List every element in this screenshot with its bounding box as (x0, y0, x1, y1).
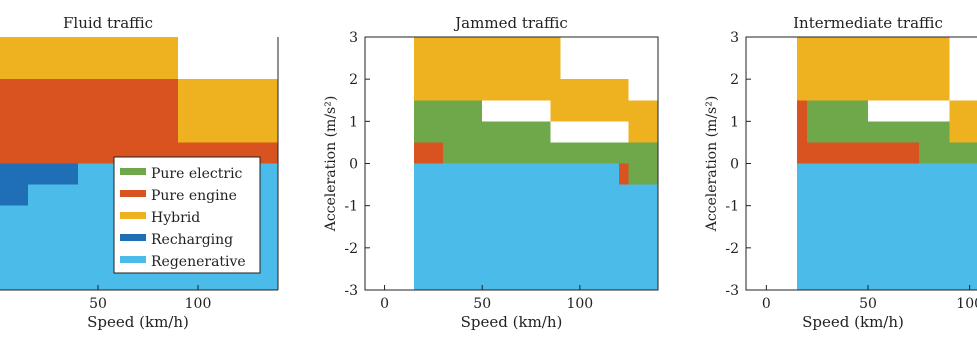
y-axis-label: Acceleration (m/s²) (323, 96, 339, 233)
legend-label: Pure engine (151, 188, 237, 204)
x-tick-label: 50 (859, 296, 877, 312)
legend-label: Hybrid (151, 210, 200, 226)
region-pure-electric (807, 100, 868, 122)
region-hybrid (0, 37, 178, 80)
y-tick-label: -2 (344, 241, 358, 257)
region-pure-engine (796, 100, 807, 164)
x-tick-label: 0 (380, 296, 389, 312)
legend-swatch (120, 190, 146, 197)
region-regenerative (413, 163, 619, 290)
chart-title: Fluid traffic (63, 14, 153, 32)
region-pure-electric (807, 121, 950, 143)
y-tick-label: -3 (344, 283, 358, 299)
y-tick-label: 0 (730, 157, 739, 173)
legend-label: Recharging (151, 232, 233, 248)
y-tick-label: 3 (349, 30, 358, 46)
legend-swatch (120, 168, 146, 175)
x-axis-label: Speed (km/h) (461, 313, 563, 331)
region-regenerative (796, 163, 977, 290)
y-tick-label: -1 (344, 199, 358, 215)
y-tick-label: 2 (730, 72, 739, 88)
chart-panel-3: Intermediate traffic 0 50 100 -3 -2 -1 0 1 2 3 Spee… (704, 14, 977, 331)
region-pure-electric (413, 100, 483, 122)
y-tick-label: -2 (725, 241, 739, 257)
region-pure-engine (0, 79, 178, 164)
y-tick-label: -3 (725, 283, 739, 299)
region-hybrid (178, 79, 278, 143)
region-recharging (28, 163, 78, 185)
region-pure-electric (628, 142, 658, 185)
legend-swatch (120, 234, 146, 241)
y-tick-label: 2 (349, 72, 358, 88)
region-regenerative (628, 184, 658, 290)
legend-label: Regenerative (151, 254, 246, 270)
legend: Pure electric Pure engine Hybrid Recharging… (113, 156, 261, 274)
x-tick-label: 50 (89, 296, 107, 312)
x-tick-label: 100 (566, 296, 593, 312)
y-tick-label: 1 (349, 114, 358, 130)
region-pure-electric (443, 142, 629, 164)
region-hybrid (796, 37, 950, 101)
legend-swatch (120, 212, 146, 219)
region-hybrid (560, 79, 629, 101)
y-tick-label: 3 (730, 30, 739, 46)
region-pure-engine (807, 142, 919, 164)
y-axis-label: Acceleration (m/s²) (704, 96, 720, 233)
region-hybrid (628, 121, 658, 143)
x-tick-label: 50 (473, 296, 491, 312)
y-tick-label: 0 (349, 157, 358, 173)
x-axis-label: Speed (km/h) (802, 313, 904, 331)
region-hybrid (413, 37, 561, 101)
legend-label: Pure electric (151, 166, 243, 182)
x-tick-label: 100 (956, 296, 977, 312)
x-tick-label: 100 (185, 296, 212, 312)
x-tick-label: 0 (762, 296, 771, 312)
x-axis-label: Speed (km/h) (87, 313, 189, 331)
region-pure-electric (918, 142, 977, 164)
region-hybrid (550, 100, 658, 122)
region-hybrid (949, 100, 977, 143)
region-regenerative (618, 184, 629, 290)
legend-swatch (120, 256, 146, 263)
region-pure-engine (618, 163, 629, 185)
region-pure-engine (413, 142, 444, 164)
region-pure-electric (413, 121, 551, 143)
y-tick-label: -1 (725, 199, 739, 215)
chart-title: Intermediate traffic (793, 14, 943, 32)
chart-panel-2: Jammed traffic 0 50 100 -3 -2 -1 0 1 2 3 Speed (km/… (323, 14, 659, 331)
chart-title: Jammed traffic (453, 14, 568, 32)
y-tick-label: 1 (730, 114, 739, 130)
